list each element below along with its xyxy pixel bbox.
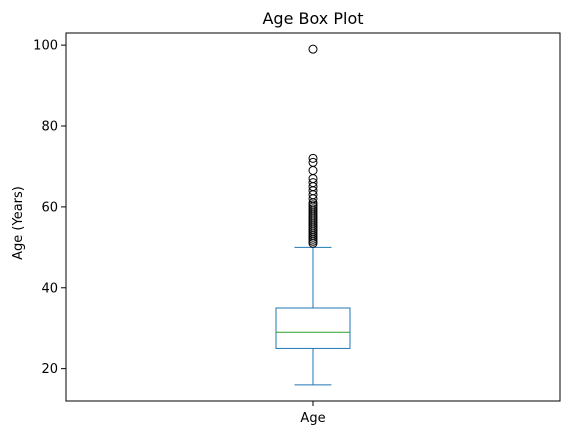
plot-frame (65, 32, 561, 402)
outlier-point (308, 178, 318, 188)
plot-area: 20 40 60 80 100 Age (33, 39, 351, 426)
y-tick-label: 100 (33, 39, 58, 54)
y-tick-label: 40 (41, 281, 58, 296)
chart-title: Age Box Plot (262, 9, 363, 28)
x-tick-label: Age (300, 411, 325, 426)
outlier-point (308, 153, 318, 163)
outlier-point (308, 157, 318, 167)
y-axis-label: Age (Years) (11, 186, 26, 260)
outlier-point (308, 44, 318, 54)
iqr-box (275, 307, 351, 349)
y-tick-label: 80 (41, 120, 58, 135)
outlier-point (308, 165, 318, 175)
y-tick-label: 60 (41, 200, 58, 215)
y-tick-label: 20 (41, 362, 58, 377)
